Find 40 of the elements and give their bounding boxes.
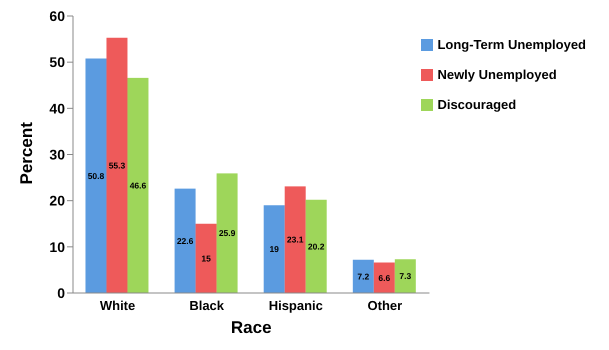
data-label: 7.3 — [399, 271, 412, 282]
data-label: 6.6 — [378, 272, 390, 283]
bar — [374, 262, 395, 293]
x-tick-label: White — [100, 298, 136, 314]
y-tick-label: 0 — [57, 284, 66, 301]
bar — [264, 205, 285, 293]
y-tick-label: 20 — [49, 192, 66, 209]
legend-label: Long-Term Unemployed — [437, 37, 586, 52]
data-label: 22.6 — [176, 236, 194, 246]
bar — [106, 38, 128, 293]
data-label: 55.3 — [108, 160, 126, 170]
y-tick-label: 10 — [49, 238, 66, 255]
x-axis-title: Race — [230, 318, 272, 337]
x-tick-label: Hispanic — [268, 298, 323, 314]
y-tick-label: 60 — [49, 8, 66, 24]
legend-label: Discouraged — [437, 97, 516, 112]
bar — [352, 260, 374, 293]
legend-label: Newly Unemployed — [437, 67, 557, 82]
data-label: 50.8 — [88, 170, 105, 181]
y-tick-label: 30 — [49, 146, 66, 162]
bar — [284, 186, 306, 293]
bar — [127, 78, 148, 293]
x-tick-label: Black — [189, 298, 225, 314]
y-axis-title: Percent — [17, 122, 36, 184]
y-tick-label: 50 — [49, 54, 66, 70]
bar — [216, 173, 238, 293]
y-tick-label: 40 — [49, 100, 66, 116]
data-label: 19 — [269, 244, 280, 254]
bar — [85, 58, 106, 293]
data-label: 25.9 — [218, 228, 236, 238]
bar — [196, 224, 217, 293]
data-label: 15 — [201, 253, 212, 264]
bar — [394, 259, 416, 293]
data-label: 46.6 — [130, 180, 147, 190]
x-tick-label: Other — [368, 298, 402, 314]
data-label: 20.2 — [308, 241, 325, 252]
bar — [174, 188, 196, 293]
data-label: 23.1 — [286, 234, 304, 245]
data-label: 7.2 — [357, 271, 370, 282]
bar — [306, 200, 327, 293]
